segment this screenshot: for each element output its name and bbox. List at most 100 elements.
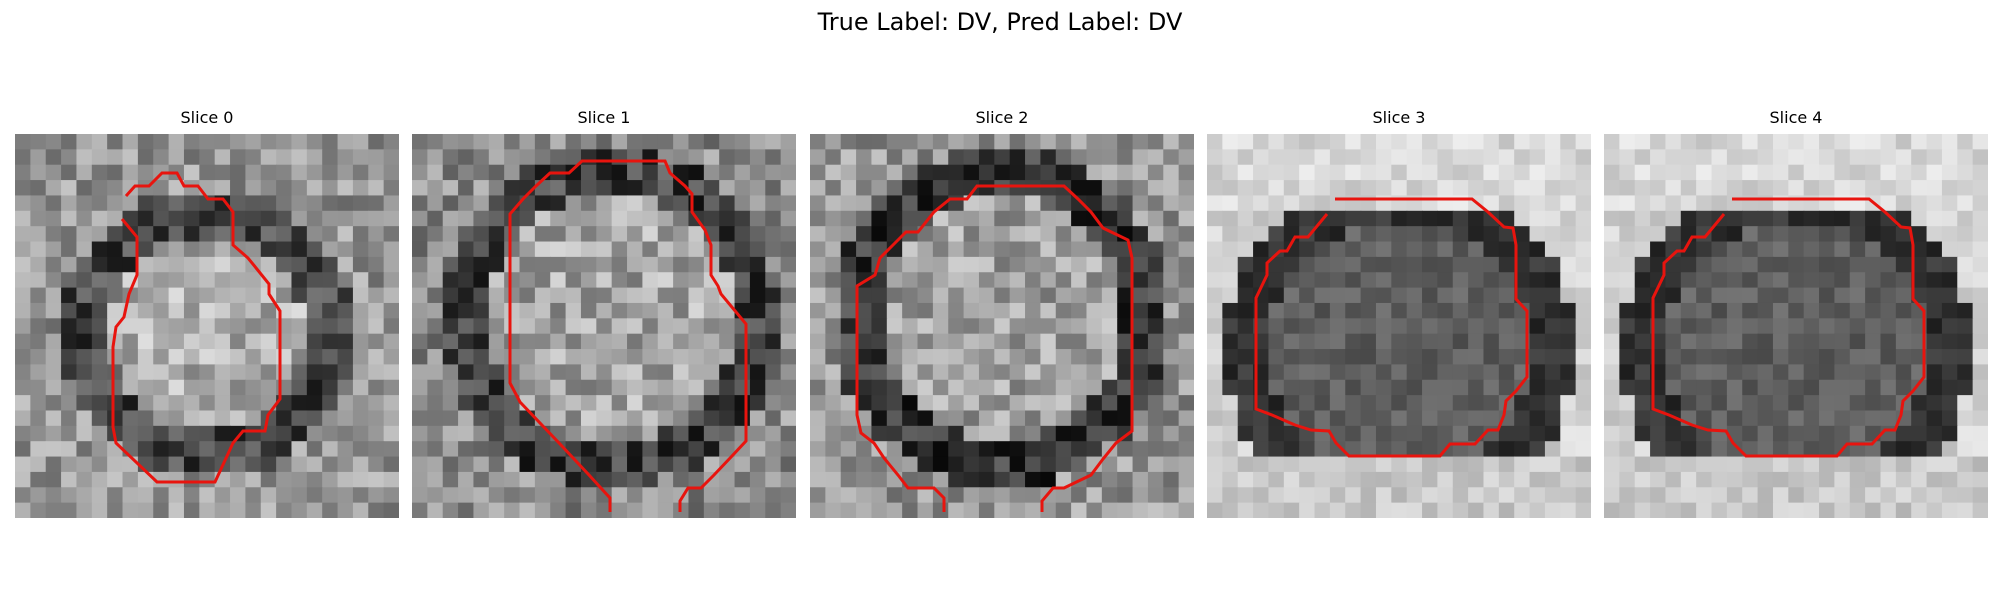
pixel <box>368 410 385 427</box>
pixel <box>1299 226 1316 243</box>
pixel <box>1055 195 1072 212</box>
pixel <box>1071 318 1088 335</box>
pixel <box>1132 318 1149 335</box>
pixel <box>61 410 78 427</box>
pixel <box>1178 333 1194 350</box>
pixel <box>504 210 521 227</box>
pixel <box>1895 149 1912 166</box>
pixel <box>1680 425 1697 442</box>
pixel <box>107 395 124 412</box>
pixel <box>1360 349 1377 365</box>
pixel <box>504 456 521 473</box>
pixel <box>657 441 674 458</box>
pixel <box>688 256 705 273</box>
pixel <box>1178 302 1194 319</box>
pixel <box>1803 487 1820 504</box>
pixel <box>30 272 47 289</box>
pixel <box>1696 487 1713 504</box>
pixel <box>1849 226 1866 243</box>
pixel <box>383 349 399 365</box>
pixel <box>1619 333 1636 350</box>
pixel <box>1788 210 1805 227</box>
pixel <box>337 410 354 427</box>
pixel <box>1147 149 1164 166</box>
pixel <box>1222 287 1239 304</box>
pixel <box>1452 287 1469 304</box>
pixel <box>368 349 385 365</box>
pixel <box>137 395 154 412</box>
pixel <box>91 195 108 212</box>
pixel <box>1498 226 1515 243</box>
pixel <box>1819 379 1835 396</box>
pixel <box>1406 410 1423 427</box>
pixel <box>1163 256 1180 273</box>
pixel <box>322 379 339 396</box>
pixel <box>1742 471 1759 488</box>
pixel <box>825 134 842 150</box>
pixel <box>1742 425 1759 442</box>
pixel <box>91 241 108 258</box>
pixel <box>765 379 782 396</box>
pixel <box>15 180 31 197</box>
pixel <box>1957 456 1974 473</box>
pixel <box>291 210 308 227</box>
pixel <box>1391 180 1408 197</box>
slice-image <box>1604 134 1988 518</box>
pixel <box>840 349 857 365</box>
pixel <box>61 287 78 304</box>
pixel <box>596 210 613 227</box>
pixel <box>978 134 995 150</box>
pixel <box>368 456 385 473</box>
pixel <box>1071 164 1088 181</box>
pixel <box>61 502 78 518</box>
pixel <box>1391 134 1408 150</box>
pixel <box>902 456 919 473</box>
pixel <box>825 395 842 412</box>
pixel <box>1222 272 1239 289</box>
pixel <box>519 333 536 350</box>
pixel <box>1619 425 1636 442</box>
pixel <box>1147 272 1164 289</box>
pixel <box>932 425 949 442</box>
pixel <box>825 456 842 473</box>
pixel <box>337 456 354 473</box>
pixel <box>45 149 62 166</box>
pixel <box>1009 195 1026 212</box>
pixel <box>368 164 385 181</box>
pixel <box>1849 487 1866 504</box>
pixel <box>15 195 31 212</box>
pixel <box>1314 333 1331 350</box>
pixel <box>1560 318 1577 335</box>
pixel <box>1178 379 1194 396</box>
grayscale-pixels <box>15 134 399 518</box>
pixel <box>1483 395 1500 412</box>
pixel <box>963 349 980 365</box>
pixel <box>1680 441 1697 458</box>
pixel <box>1529 164 1546 181</box>
pixel <box>322 302 339 319</box>
pixel <box>1055 226 1072 243</box>
pixel <box>611 272 628 289</box>
pixel <box>1437 395 1454 412</box>
pixel <box>1163 456 1180 473</box>
pixel <box>1560 256 1577 273</box>
pixel <box>168 287 185 304</box>
pixel <box>565 180 582 197</box>
pixel <box>322 333 339 350</box>
pixel <box>703 487 720 504</box>
pixel <box>183 256 200 273</box>
pixel <box>1055 210 1072 227</box>
pixel <box>1391 395 1408 412</box>
pixel <box>260 502 277 518</box>
pixel <box>1207 241 1223 258</box>
pixel <box>1207 134 1223 150</box>
pixel <box>1391 333 1408 350</box>
pixel <box>1849 364 1866 381</box>
pixel <box>1560 333 1577 350</box>
pixel <box>1055 272 1072 289</box>
pixel <box>1345 349 1362 365</box>
pixel <box>153 226 170 243</box>
pixel <box>1086 256 1103 273</box>
pixel <box>1437 410 1454 427</box>
pixel <box>260 180 277 197</box>
